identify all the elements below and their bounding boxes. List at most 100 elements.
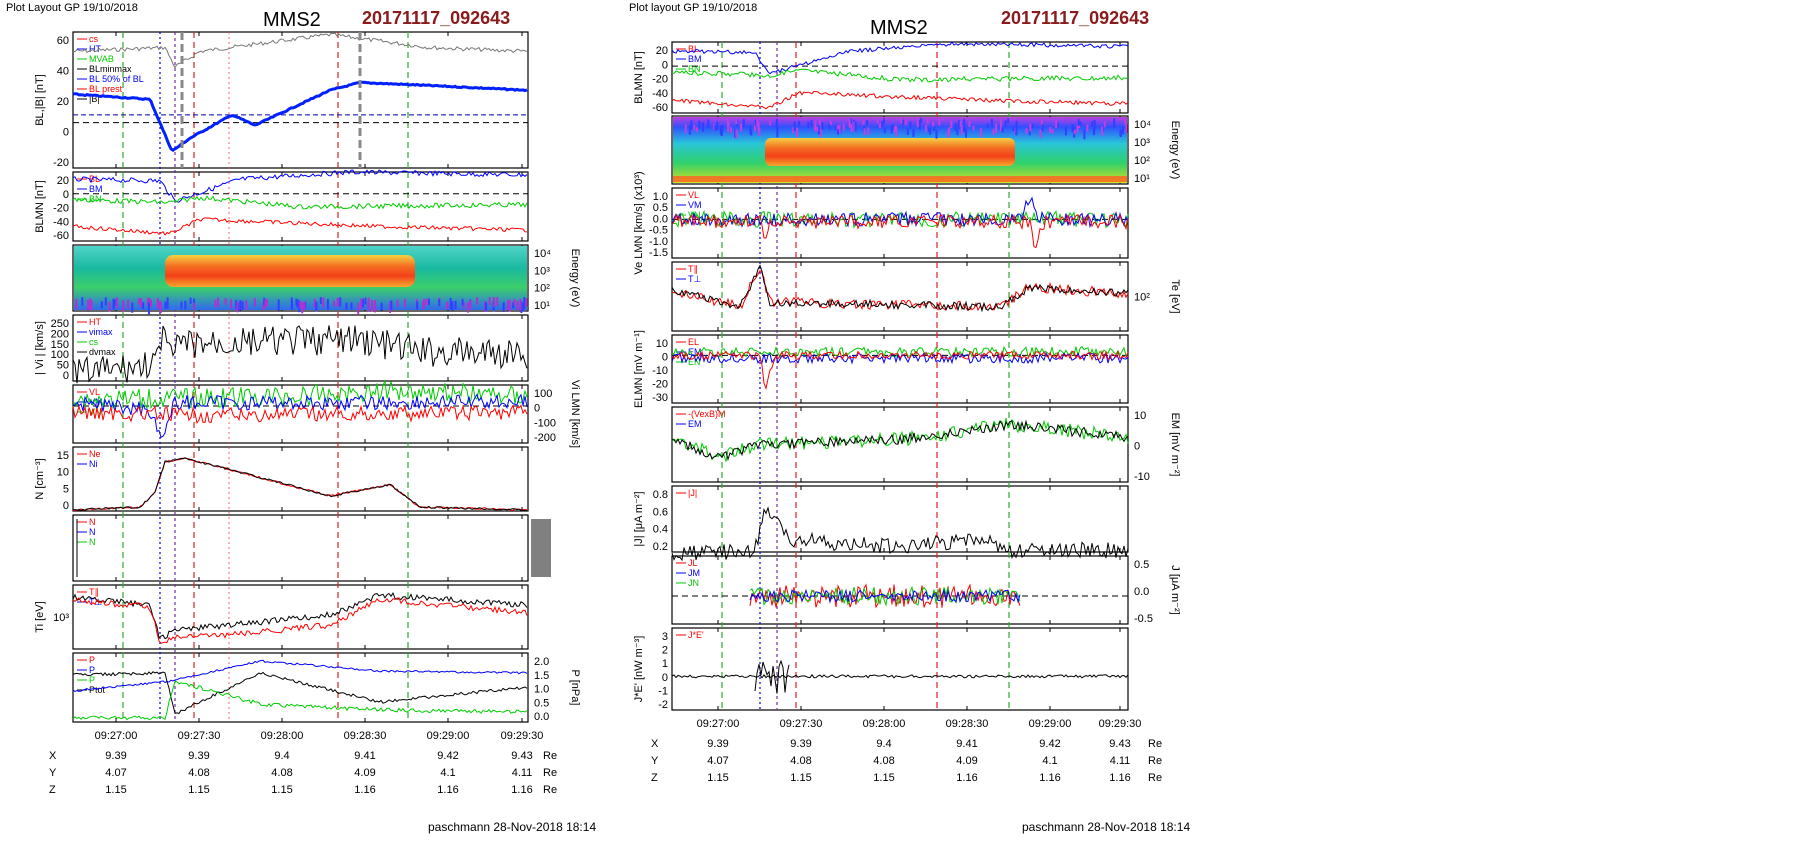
series-EN <box>671 349 1129 391</box>
spectrogram-noise <box>719 125 722 135</box>
y-tick-label: 10¹ <box>534 300 550 312</box>
spectrogram-noise <box>469 299 472 310</box>
y-tick-label: 0 <box>63 127 69 139</box>
y-tick-label: -1.0 <box>649 236 668 248</box>
spectrogram-noise <box>416 301 419 310</box>
legend-label: HT <box>89 317 101 327</box>
right-footer: paschmann 28-Nov-2018 18:14 <box>1022 820 1191 834</box>
spectrogram-noise <box>1028 127 1031 136</box>
ephemeris-value: 1.15 <box>271 784 292 796</box>
spectrogram-noise <box>462 301 465 309</box>
spectrogram-noise <box>863 128 866 136</box>
spectrogram-noise <box>979 127 982 138</box>
y-tick-label: -1 <box>658 685 668 697</box>
y-axis-label: Energy (eV) <box>569 249 581 308</box>
spectrogram-noise <box>371 300 374 312</box>
spectrogram-noise <box>1015 120 1018 127</box>
series-BM <box>72 195 528 210</box>
spectrogram-noise <box>1012 126 1015 131</box>
legend-label: -(VexB)M <box>688 409 726 419</box>
spectrogram-noise <box>1051 128 1054 134</box>
y-tick-label: -200 <box>534 432 556 444</box>
panel-frame <box>671 261 1129 332</box>
spectrogram-noise <box>396 299 399 308</box>
series-JE <box>671 673 1129 679</box>
legend-label: EM <box>688 419 702 429</box>
y-tick-label: -20 <box>652 379 668 391</box>
y-tick-label: -20 <box>53 157 69 169</box>
legend-label: J*E' <box>688 630 704 640</box>
y-tick-label: 0 <box>1134 441 1140 453</box>
spectrogram-noise <box>108 301 111 312</box>
spectrogram-noise <box>87 299 90 311</box>
ephemeris-value: 4.09 <box>956 755 977 767</box>
spectrogram-noise <box>373 301 376 313</box>
spectrogram-noise <box>1055 118 1058 129</box>
spectrogram-noise <box>1029 123 1032 132</box>
spectrogram-noise <box>796 127 799 138</box>
x-tick-label: 09:28:30 <box>946 718 989 730</box>
spectrogram-noise <box>838 124 841 134</box>
series-Ni <box>72 457 528 512</box>
spectrogram-noise <box>1056 122 1059 128</box>
spectrogram-noise <box>193 302 196 310</box>
spectrogram-noise <box>166 297 169 309</box>
y-tick-label: 0.0 <box>653 213 668 225</box>
legend-label: JL <box>688 558 698 568</box>
spectrogram-noise <box>950 120 953 129</box>
spectrogram-noise <box>959 120 962 127</box>
y-tick-label: 1.0 <box>653 191 668 203</box>
spectrogram-noise <box>147 297 150 306</box>
spectrogram-noise <box>902 119 905 126</box>
ephemeris-label: Z <box>651 772 658 784</box>
spectrogram-noise <box>451 301 454 311</box>
y-tick-label: 10³ <box>1134 137 1150 149</box>
x-tick-label: 09:28:00 <box>261 730 304 742</box>
y-tick-label: 0.5 <box>534 697 549 709</box>
spectrogram-noise <box>449 297 452 310</box>
y-tick-label: -20 <box>652 74 668 86</box>
y-tick-label: -2 <box>658 699 668 711</box>
spectrogram-noise <box>345 302 348 310</box>
spectrogram-noise <box>756 118 759 127</box>
spectrogram-noise <box>476 297 479 305</box>
y-tick-label: 3 <box>662 631 668 643</box>
spectrogram-noise <box>963 126 966 132</box>
y-tick-label: 20 <box>57 175 69 187</box>
spectrogram-noise <box>688 125 691 135</box>
y-tick-label: 0.5 <box>1134 559 1149 571</box>
series-VL <box>72 393 528 439</box>
series-Ne <box>72 457 528 512</box>
panel-frame <box>671 334 1129 404</box>
series-BL <box>671 41 1129 75</box>
spectrogram-hot-region <box>165 255 415 287</box>
left-title: MMS2 <box>263 9 321 31</box>
legend-label: |B| <box>89 94 100 104</box>
spectrogram-noise <box>100 301 103 309</box>
spectrogram-noise <box>814 120 817 130</box>
left-footer: paschmann 28-Nov-2018 18:14 <box>428 820 597 834</box>
spectrogram-noise <box>798 120 801 127</box>
spectrogram-noise <box>1039 129 1042 138</box>
series-BL <box>72 80 528 153</box>
spectrogram-noise <box>714 125 717 131</box>
spectrogram-noise <box>1077 119 1080 126</box>
spectrogram-noise <box>742 119 745 127</box>
y-axis-label: | Vi | [km/s] <box>34 321 46 375</box>
spectrogram-noise <box>992 128 995 136</box>
panel-frame <box>671 485 1129 553</box>
spectrogram-noise <box>730 126 733 134</box>
spectrogram-noise <box>502 302 505 313</box>
spectrogram-noise <box>142 302 145 309</box>
spectrogram-noise <box>81 297 84 306</box>
spectrogram-noise <box>263 297 266 306</box>
spectrogram-noise <box>928 127 931 132</box>
legend-label: Ne <box>89 449 101 459</box>
y-tick-label: 5 <box>63 483 69 495</box>
x-tick-label: 09:27:30 <box>178 730 221 742</box>
spectrogram-noise <box>192 298 195 307</box>
spectrogram-noise <box>1000 126 1003 132</box>
y-axis-label: EM [mV m⁻²] <box>1169 413 1181 477</box>
spectrogram-noise <box>828 123 831 130</box>
spectrogram-noise <box>322 297 325 308</box>
